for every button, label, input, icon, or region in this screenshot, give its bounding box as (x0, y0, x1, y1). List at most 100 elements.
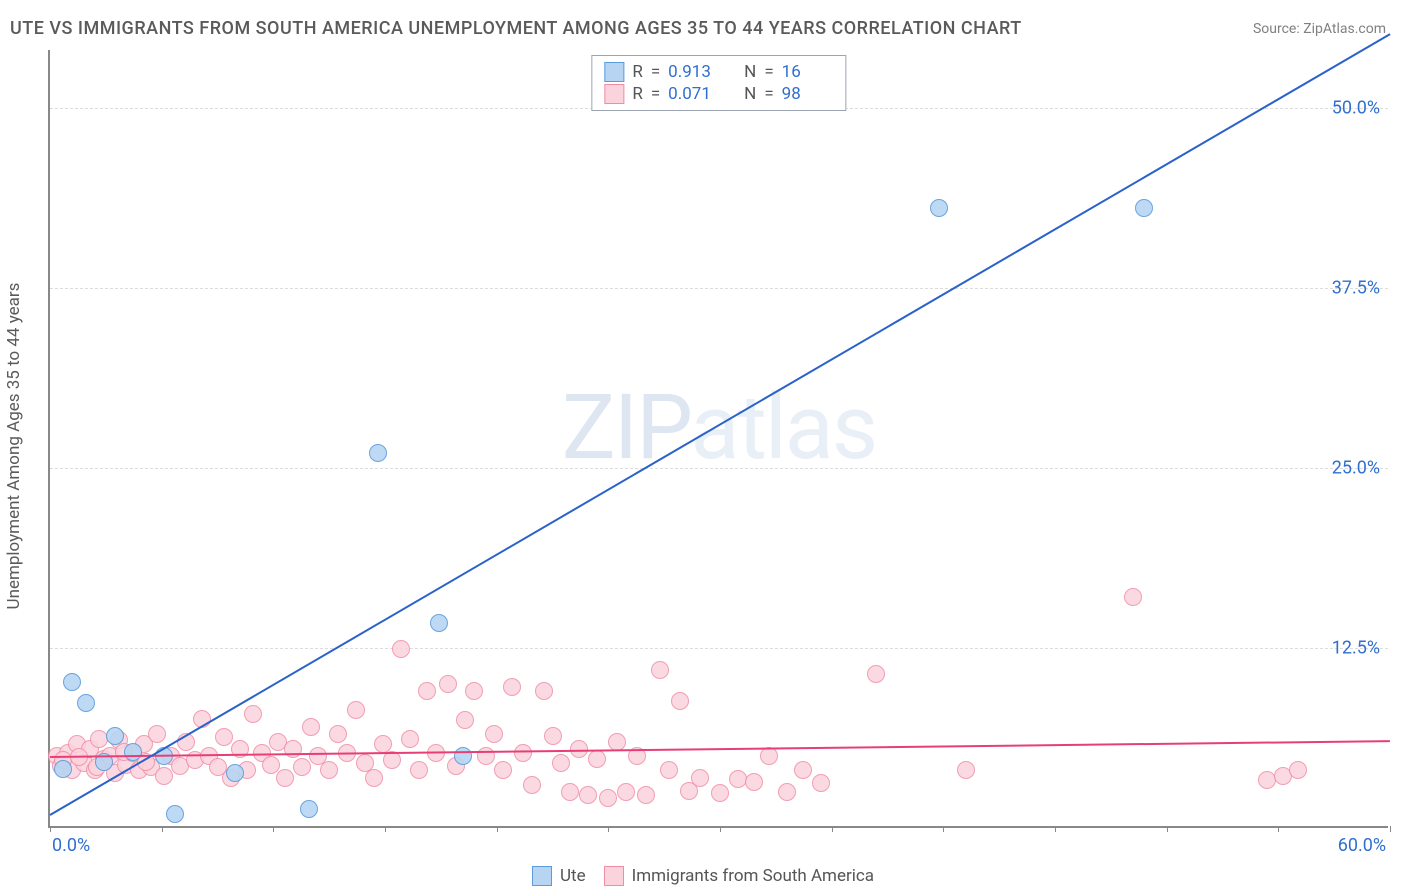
stats-box: R = 0.913 N = 16 R = 0.071 N = 98 (591, 55, 846, 111)
stat-n-value: 98 (782, 84, 834, 104)
scatter-point-immigrants (794, 761, 812, 779)
scatter-point-immigrants (244, 705, 262, 723)
scatter-point-immigrants (1289, 761, 1307, 779)
x-tick (497, 826, 498, 832)
x-tick (943, 826, 944, 832)
scatter-point-ute (454, 747, 472, 765)
legend-item-immigrants: Immigrants from South America (604, 866, 874, 886)
scatter-point-immigrants (561, 783, 579, 801)
stats-row-immigrants: R = 0.071 N = 98 (604, 83, 833, 105)
scatter-point-immigrants (365, 769, 383, 787)
legend-label: Immigrants from South America (632, 866, 874, 886)
x-tick (1278, 826, 1279, 832)
scatter-point-immigrants (608, 733, 626, 751)
scatter-point-immigrants (215, 728, 233, 746)
legend-label: Ute (560, 866, 586, 886)
scatter-point-immigrants (599, 789, 617, 807)
x-tick-label: 60.0% (1338, 835, 1386, 856)
scatter-point-immigrants (711, 784, 729, 802)
x-tick (832, 826, 833, 832)
scatter-point-immigrants (148, 725, 166, 743)
stats-row-ute: R = 0.913 N = 16 (604, 61, 833, 83)
scatter-point-immigrants (523, 776, 541, 794)
equals-sign: = (651, 84, 660, 104)
scatter-point-immigrants (494, 761, 512, 779)
watermark-part1: ZIP (562, 375, 691, 480)
scatter-point-immigrants (760, 747, 778, 765)
gridline (50, 288, 1388, 289)
scatter-point-immigrants (660, 761, 678, 779)
scatter-point-ute (106, 727, 124, 745)
scatter-point-immigrants (579, 786, 597, 804)
legend-swatch (604, 84, 624, 104)
scatter-point-immigrants (588, 750, 606, 768)
scatter-point-immigrants (465, 682, 483, 700)
x-tick (1390, 826, 1391, 832)
y-axis-label: Unemployment Among Ages 35 to 44 years (4, 283, 24, 610)
scatter-point-immigrants (637, 786, 655, 804)
scatter-point-immigrants (745, 773, 763, 791)
x-tick (720, 826, 721, 832)
y-tick-label: 50.0% (1332, 97, 1380, 118)
y-tick-label: 37.5% (1332, 277, 1380, 298)
plot-area: ZIPatlas 12.5%25.0%37.5%50.0%0.0%60.0%R=… (48, 50, 1388, 828)
equals-sign: = (651, 62, 660, 82)
equals-sign: = (764, 84, 773, 104)
stat-r-label: R (632, 62, 642, 82)
legend-swatch (532, 866, 552, 886)
scatter-point-ute (77, 694, 95, 712)
scatter-point-ute (930, 199, 948, 217)
chart-title: UTE VS IMMIGRANTS FROM SOUTH AMERICA UNE… (10, 18, 1022, 39)
gridline (50, 468, 1388, 469)
scatter-point-immigrants (320, 761, 338, 779)
scatter-point-immigrants (401, 730, 419, 748)
scatter-point-immigrants (535, 682, 553, 700)
x-tick (162, 826, 163, 832)
x-tick (385, 826, 386, 832)
equals-sign: = (764, 62, 773, 82)
x-tick (273, 826, 274, 832)
stat-n-label: N (744, 62, 756, 82)
scatter-point-immigrants (957, 761, 975, 779)
scatter-point-immigrants (544, 727, 562, 745)
scatter-point-immigrants (155, 767, 173, 785)
scatter-point-immigrants (514, 744, 532, 762)
scatter-point-immigrants (812, 774, 830, 792)
scatter-point-immigrants (671, 692, 689, 710)
stat-n-value: 16 (782, 62, 834, 82)
source-label: Source: ZipAtlas.com (1253, 21, 1386, 37)
y-tick-label: 25.0% (1332, 457, 1380, 478)
scatter-point-immigrants (392, 640, 410, 658)
watermark: ZIPatlas (562, 375, 876, 480)
x-tick (1055, 826, 1056, 832)
legend-item-ute: Ute (532, 866, 586, 886)
x-tick (1167, 826, 1168, 832)
scatter-point-immigrants (410, 761, 428, 779)
scatter-point-immigrants (329, 725, 347, 743)
scatter-point-immigrants (347, 701, 365, 719)
scatter-point-immigrants (691, 769, 709, 787)
stat-r-value: 0.913 (668, 62, 720, 82)
scatter-point-immigrants (276, 769, 294, 787)
scatter-point-immigrants (418, 682, 436, 700)
scatter-point-immigrants (778, 783, 796, 801)
scatter-point-immigrants (439, 675, 457, 693)
scatter-point-immigrants (456, 711, 474, 729)
scatter-point-ute (430, 614, 448, 632)
legend-swatch (604, 62, 624, 82)
watermark-part2: atlas (691, 375, 877, 480)
regression-line (50, 740, 1390, 758)
scatter-point-immigrants (293, 758, 311, 776)
scatter-point-immigrants (1124, 588, 1142, 606)
stat-r-label: R (632, 84, 642, 104)
scatter-point-ute (369, 444, 387, 462)
x-tick (50, 826, 51, 832)
stat-n-label: N (744, 84, 756, 104)
stat-r-value: 0.071 (668, 84, 720, 104)
scatter-point-immigrants (867, 665, 885, 683)
scatter-point-immigrants (552, 754, 570, 772)
x-tick (608, 826, 609, 832)
regression-line (49, 33, 1390, 816)
scatter-point-immigrants (302, 718, 320, 736)
scatter-point-immigrants (651, 661, 669, 679)
